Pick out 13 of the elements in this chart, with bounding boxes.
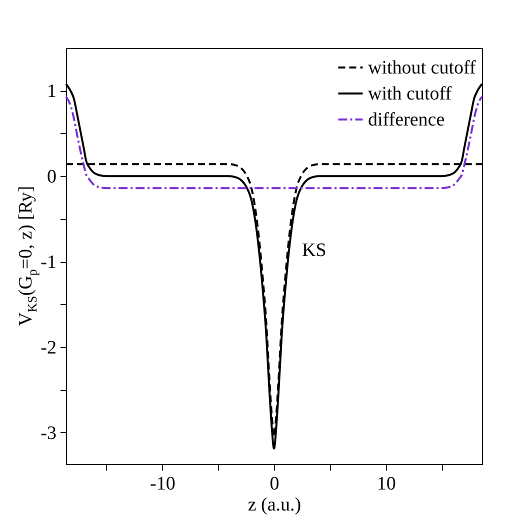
x-tick-label: 10 xyxy=(376,474,396,494)
y-tick-label: 0 xyxy=(47,166,56,188)
y-tick-label: 1 xyxy=(47,81,56,102)
x-tick-label: -10 xyxy=(150,474,176,494)
x-axis-title: z (a.u.) xyxy=(248,494,302,516)
legend-label: difference xyxy=(368,110,445,130)
legend-label: without cutoff xyxy=(368,58,477,78)
annotation: KS xyxy=(302,240,326,262)
legend-label: with cutoff xyxy=(368,84,452,104)
y-tick-label: -1 xyxy=(40,252,56,274)
y-tick-label: -3 xyxy=(40,422,56,444)
x-tick-label: 0 xyxy=(270,474,280,494)
y-tick-label: -2 xyxy=(40,337,56,358)
